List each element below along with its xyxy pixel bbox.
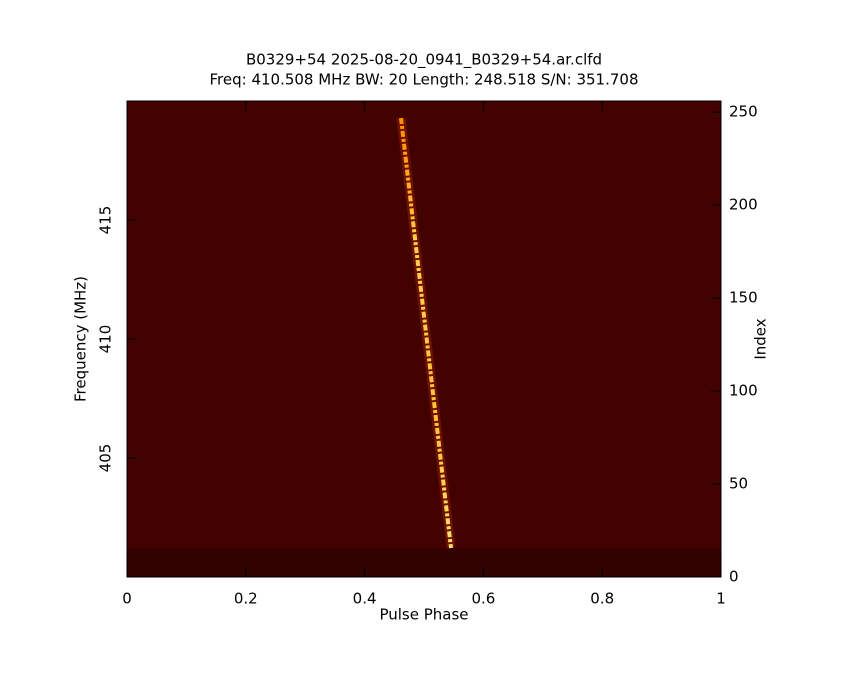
chart-title: B0329+54 2025-08-20_0941_B0329+54.ar.clf… [246, 51, 602, 70]
axes [126, 101, 722, 578]
heatmap-band [127, 548, 721, 577]
x-tick-label: 0.2 [234, 590, 258, 608]
y-axis-label: Frequency (MHz) [72, 276, 90, 402]
x-tick-label: 0 [122, 590, 132, 608]
x-axis-label: Pulse Phase [379, 606, 468, 624]
y-tick-label: 410 [97, 325, 115, 354]
y-tick-label: 405 [97, 444, 115, 473]
heatmap-background [127, 101, 721, 577]
chart-subtitle: Freq: 410.508 MHz BW: 20 Length: 248.518… [210, 71, 639, 89]
y-tick-label: 415 [97, 206, 115, 235]
y2-tick-label: 100 [729, 382, 758, 400]
x-tick-label: 1 [716, 590, 726, 608]
y2-axis-label: Index [752, 318, 770, 359]
y2-tick-label: 250 [729, 103, 758, 121]
x-tick-label: 0.8 [590, 590, 614, 608]
y2-tick-label: 150 [729, 289, 758, 307]
pulse-track [399, 117, 453, 549]
y2-tick-label: 50 [729, 475, 748, 493]
y2-tick-label: 0 [729, 568, 739, 586]
x-tick-label: 0.6 [471, 590, 495, 608]
x-tick-label: 0.4 [353, 590, 377, 608]
y2-tick-label: 200 [729, 196, 758, 214]
